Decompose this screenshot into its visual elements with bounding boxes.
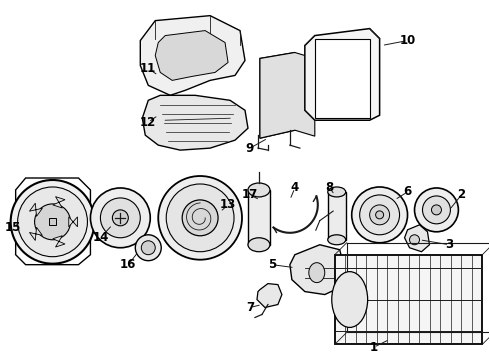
Text: 14: 14: [92, 231, 109, 244]
Polygon shape: [155, 31, 228, 80]
Text: 10: 10: [399, 34, 416, 47]
Text: 16: 16: [120, 258, 137, 271]
Bar: [49, 219, 56, 225]
Ellipse shape: [415, 188, 458, 232]
Ellipse shape: [309, 263, 325, 283]
Text: 11: 11: [140, 62, 156, 75]
Polygon shape: [29, 203, 43, 216]
Ellipse shape: [248, 183, 270, 197]
Ellipse shape: [376, 211, 384, 219]
Polygon shape: [290, 245, 345, 294]
Ellipse shape: [352, 187, 408, 243]
Text: 15: 15: [4, 221, 21, 234]
Polygon shape: [142, 95, 248, 150]
Ellipse shape: [91, 188, 150, 248]
Ellipse shape: [35, 204, 71, 240]
Polygon shape: [69, 217, 77, 227]
Ellipse shape: [135, 235, 161, 261]
Text: 8: 8: [326, 181, 334, 194]
Text: 1: 1: [369, 341, 378, 354]
Text: 9: 9: [246, 141, 254, 155]
Polygon shape: [257, 284, 282, 307]
Text: 7: 7: [246, 301, 254, 314]
Ellipse shape: [369, 205, 390, 225]
Text: 17: 17: [242, 188, 258, 202]
Text: 5: 5: [268, 258, 276, 271]
Text: 2: 2: [457, 188, 465, 202]
Polygon shape: [53, 197, 65, 208]
Ellipse shape: [328, 235, 346, 245]
Ellipse shape: [141, 241, 155, 255]
Ellipse shape: [360, 195, 399, 235]
Ellipse shape: [182, 200, 218, 236]
Ellipse shape: [410, 235, 419, 245]
Text: 6: 6: [403, 185, 412, 198]
Polygon shape: [29, 227, 43, 240]
Polygon shape: [260, 53, 295, 138]
Bar: [328, 192, 346, 240]
Ellipse shape: [158, 176, 242, 260]
Ellipse shape: [332, 272, 368, 328]
Ellipse shape: [422, 196, 450, 224]
Ellipse shape: [248, 238, 270, 252]
Polygon shape: [405, 225, 429, 252]
Text: 13: 13: [220, 198, 236, 211]
Text: 3: 3: [445, 238, 453, 251]
Ellipse shape: [100, 198, 140, 238]
Polygon shape: [260, 53, 315, 138]
Ellipse shape: [11, 180, 95, 264]
Bar: [335, 255, 482, 345]
Text: 12: 12: [140, 116, 156, 129]
Text: 4: 4: [291, 181, 299, 194]
Polygon shape: [140, 15, 245, 95]
Ellipse shape: [18, 187, 87, 257]
Bar: [315, 39, 369, 118]
Ellipse shape: [432, 205, 441, 215]
Bar: [248, 190, 270, 245]
Polygon shape: [305, 28, 380, 120]
Ellipse shape: [112, 210, 128, 226]
Polygon shape: [53, 236, 65, 247]
Ellipse shape: [166, 184, 234, 252]
Ellipse shape: [328, 187, 346, 197]
